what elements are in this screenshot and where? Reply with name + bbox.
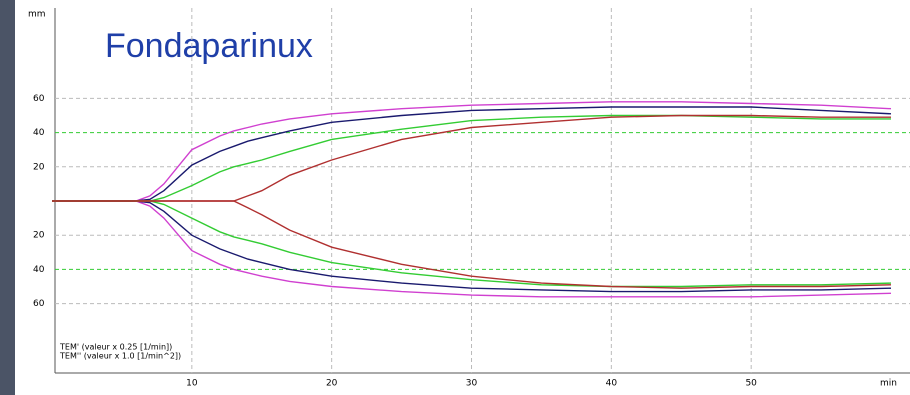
y-tick-label: 40 [33, 265, 45, 275]
y-tick-label: 60 [33, 94, 45, 104]
x-tick-label: 30 [466, 379, 478, 389]
y-tick-label: 20 [33, 231, 45, 241]
curve [52, 200, 892, 298]
curve [52, 200, 892, 289]
x-tick-label: 20 [326, 379, 338, 389]
note: TEM'' (valeur x 1.0 [1/min^2]) [59, 352, 181, 361]
y-unit: mm [28, 10, 46, 20]
chart-title: Fondaparinux [105, 27, 313, 65]
x-tick-label: 10 [186, 379, 198, 389]
x-tick-label: 40 [606, 379, 618, 389]
curve [52, 106, 892, 202]
y-tick-label: 60 [33, 299, 45, 309]
x-tick-label: 50 [745, 379, 757, 389]
curve [52, 200, 892, 293]
curve [52, 101, 892, 202]
x-unit: min [880, 379, 897, 389]
y-tick-label: 20 [33, 162, 45, 172]
curve [52, 200, 892, 288]
y-tick-label: 40 [33, 128, 45, 138]
note: TEM' (valeur x 0.25 [1/min]) [59, 343, 172, 352]
